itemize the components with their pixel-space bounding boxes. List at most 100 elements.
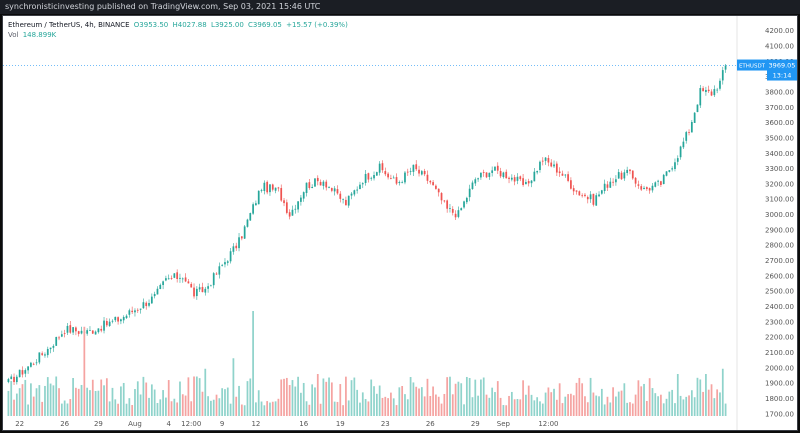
- volume-bar: [707, 389, 710, 416]
- volume-bar: [134, 389, 136, 416]
- volume-bar: [384, 396, 387, 416]
- candle-body: [420, 171, 423, 175]
- volume-bar: [325, 381, 328, 416]
- candle-body: [207, 286, 209, 289]
- price-tick-label: 2200.00: [765, 334, 794, 342]
- volume-bar: [302, 382, 305, 416]
- volume-bar: [269, 402, 271, 416]
- volume-bar: [378, 385, 381, 416]
- candle-body: [179, 277, 181, 279]
- volume-bar: [207, 396, 209, 416]
- candle-body: [589, 194, 592, 200]
- candle-body: [181, 278, 184, 280]
- volume-bar: [539, 401, 541, 416]
- volume-bar: [86, 387, 89, 416]
- volume-bar: [719, 392, 721, 416]
- volume-bar: [415, 386, 418, 416]
- candle-body: [443, 200, 446, 202]
- candle-body: [80, 330, 83, 334]
- candle-body: [690, 121, 693, 133]
- volume-bar: [482, 377, 485, 416]
- candle-body: [224, 262, 226, 265]
- time-tick-label: 22: [15, 420, 24, 428]
- volume-bar: [97, 390, 100, 416]
- volume-bar: [522, 380, 524, 416]
- symbol-title[interactable]: Ethereum / TetherUS, 4h, BINANCE: [8, 21, 130, 29]
- candle-body: [488, 172, 491, 177]
- candle-body: [679, 146, 682, 158]
- volume-bar: [460, 383, 463, 416]
- candle-body: [353, 190, 356, 195]
- candle-body: [496, 165, 499, 171]
- volume-bar: [7, 390, 10, 416]
- volume-bar: [63, 400, 66, 416]
- publish-text: synchronisticinvesting published on Trad…: [5, 2, 321, 11]
- volume-bar: [120, 386, 122, 416]
- candle-body: [387, 173, 389, 178]
- volume-bar: [589, 377, 592, 416]
- volume-bar: [322, 378, 325, 416]
- volume-bar: [136, 381, 139, 416]
- candle-body: [249, 213, 252, 221]
- time-tick-label: 12: [251, 420, 260, 428]
- candle-body: [682, 141, 685, 148]
- volume-bar: [173, 398, 176, 416]
- volume-bar: [24, 379, 27, 416]
- volume-bar: [94, 390, 97, 416]
- candle-body: [238, 237, 240, 249]
- volume-bar: [46, 377, 49, 416]
- volume-bar: [705, 374, 707, 416]
- candle-body: [707, 89, 710, 92]
- volume-bar: [640, 386, 643, 416]
- volume-bar: [645, 400, 648, 416]
- candle-body: [122, 317, 125, 321]
- volume-bar: [122, 382, 125, 416]
- candle-body: [305, 182, 308, 194]
- candle-body: [263, 182, 266, 191]
- close-value: C3969.05: [248, 21, 282, 29]
- candle-body: [502, 172, 505, 178]
- candle-body: [505, 171, 508, 179]
- candle-body: [94, 331, 97, 335]
- volume-bar: [553, 388, 555, 416]
- candle-body: [46, 348, 49, 356]
- candle-body: [482, 172, 485, 173]
- price-tick-label: 1800.00: [765, 395, 794, 403]
- price-tick-label: 3500.00: [765, 134, 794, 142]
- candle-body: [97, 328, 100, 333]
- volume-bar: [401, 386, 404, 416]
- volume-bar: [480, 379, 482, 416]
- candle-body: [308, 182, 311, 188]
- volume-bar: [187, 377, 190, 416]
- chart-frame[interactable]: 1700.00 1800.00 1900.00 2000.00 2100.00 2200.…: [2, 15, 798, 431]
- candle-body: [637, 184, 640, 186]
- candle-body: [111, 320, 114, 322]
- candle-body: [131, 310, 134, 313]
- candle-body: [210, 285, 212, 287]
- price-tick-label: 2400.00: [765, 303, 794, 311]
- candle-body: [654, 182, 657, 187]
- candle-body: [63, 333, 66, 335]
- chart-canvas[interactable]: 1700.00 1800.00 1900.00 2000.00 2100.00 2200.…: [3, 16, 797, 430]
- volume-bar: [114, 399, 117, 416]
- volume-bar: [564, 396, 567, 416]
- candle-body: [426, 174, 429, 181]
- candle-body: [499, 171, 502, 177]
- volume-bar: [179, 381, 181, 416]
- volume-bar: [367, 401, 370, 416]
- volume-bar: [117, 403, 119, 416]
- low-value: L3925.00: [210, 21, 244, 29]
- volume-bar: [584, 396, 586, 416]
- candle-body: [274, 187, 277, 191]
- candle-body: [52, 345, 55, 348]
- candle-body: [446, 200, 449, 209]
- candle-body: [592, 193, 595, 205]
- volume-bar: [128, 398, 131, 416]
- volume-bar: [240, 404, 243, 416]
- volume-bar: [477, 395, 479, 416]
- volume-bar: [288, 385, 291, 416]
- candle-body: [367, 173, 370, 180]
- volume-bar: [567, 394, 569, 416]
- volume-bar: [375, 393, 378, 416]
- candle-body: [378, 163, 381, 173]
